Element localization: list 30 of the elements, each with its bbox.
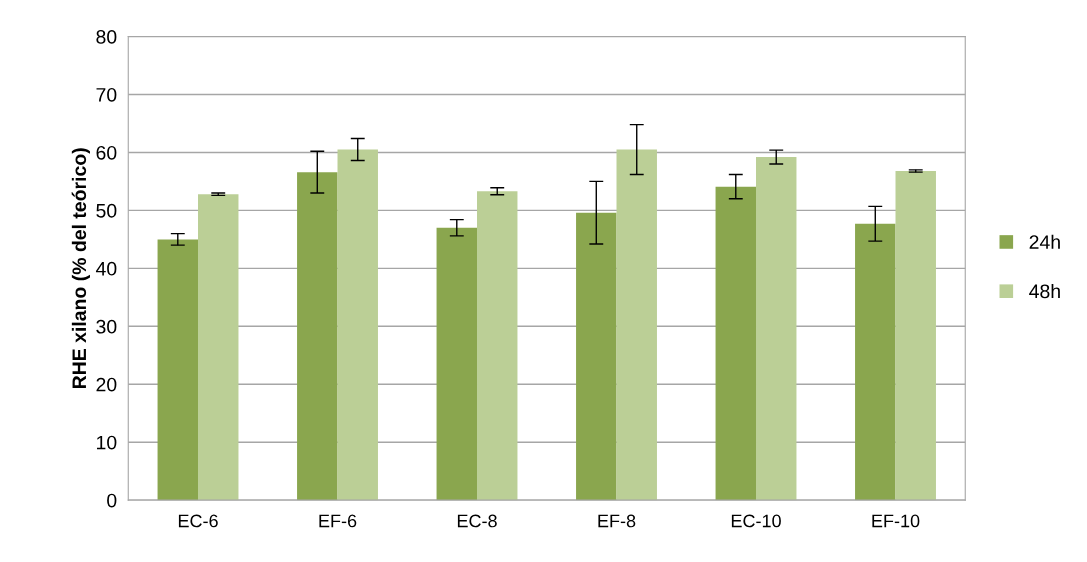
x-tick-label: EC-6 (178, 514, 218, 528)
bar (297, 172, 338, 501)
bar (436, 227, 478, 501)
y-tick-label: 40 (95, 261, 117, 276)
bar (198, 194, 239, 501)
bar (756, 157, 797, 501)
x-tick-label: EC-8 (457, 514, 497, 528)
y-tick-label: 10 (97, 435, 117, 450)
y-tick-label: 30 (96, 319, 117, 334)
bar (715, 186, 757, 501)
y-tick-label: 70 (96, 87, 117, 102)
legend-label: 24h (1029, 234, 1060, 249)
bar (337, 149, 378, 501)
bar (616, 149, 657, 501)
bar (157, 239, 199, 501)
bar (855, 223, 896, 501)
y-tick-label: 80 (96, 30, 117, 44)
y-tick-label: 50 (96, 203, 117, 218)
legend-label: 48h (1029, 283, 1060, 299)
y-tick-label: 0 (107, 493, 117, 508)
x-tick-label: EF-8 (598, 514, 636, 528)
y-axis-title: RHE xilano (% del teórico) (71, 148, 90, 389)
bar (576, 212, 617, 501)
x-tick-label: EF-10 (872, 514, 920, 528)
bar (477, 191, 518, 501)
y-tick-label: 60 (96, 145, 117, 160)
x-tick-label: EF-6 (319, 514, 357, 528)
x-tick-label: EC-10 (731, 514, 781, 528)
y-tick-label: 20 (96, 377, 117, 392)
bar (895, 170, 936, 501)
